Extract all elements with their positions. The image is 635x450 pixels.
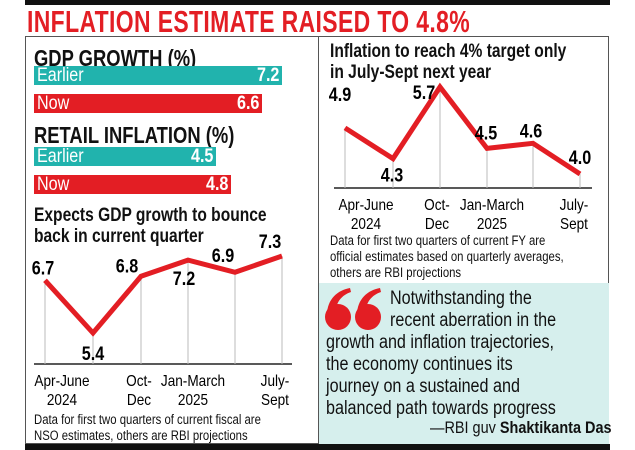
x-tick-label: Oct- <box>126 373 152 390</box>
x-tick-label: 2024 <box>351 216 381 233</box>
data-label: 5.4 <box>82 343 105 365</box>
data-label: 4.0 <box>569 147 592 169</box>
data-label: 4.5 <box>475 122 498 144</box>
data-label: 4.9 <box>329 84 352 106</box>
retail-inflation-heading: RETAIL INFLATION (%) <box>34 122 235 148</box>
bar-value: 7.2 <box>256 64 279 86</box>
title-line: back in current quarter <box>34 226 204 247</box>
data-label: 6.8 <box>116 255 139 277</box>
bar-value: 4.5 <box>190 145 213 167</box>
quote-attribution: —RBI guv Shaktikanta Das <box>430 418 612 438</box>
gdp-chart-title: Expects GDP growth to bounce back in cur… <box>34 205 267 247</box>
bottom-rule <box>25 444 610 450</box>
quote-line: Notwithstanding the <box>390 288 532 309</box>
data-label: 6.7 <box>32 257 55 279</box>
inflation-now-bar: Now 4.8 <box>34 173 231 195</box>
x-tick-label: 2025 <box>178 392 208 409</box>
title-line: Expects GDP growth to bounce <box>34 205 267 226</box>
gdp-earlier-bar: Earlier 7.2 <box>34 64 282 86</box>
data-label: 7.3 <box>259 231 282 253</box>
headline: INFLATION ESTIMATE RAISED TO 4.8% <box>27 4 471 39</box>
x-tick-label: Sept <box>261 392 290 409</box>
inflation-earlier-bar: Earlier 4.5 <box>34 145 216 167</box>
x-tick-label: 2025 <box>477 216 507 233</box>
x-tick-label: Jan-March <box>460 197 524 214</box>
x-tick-label: Apr-June <box>338 197 393 214</box>
data-label: 7.2 <box>173 268 196 290</box>
quote-mark-icon <box>325 288 381 330</box>
attribution-prefix: —RBI guv <box>430 418 496 437</box>
data-label: 5.7 <box>413 82 436 104</box>
column-divider <box>318 36 319 444</box>
series-line <box>343 82 582 177</box>
quote-line: balanced path towards progress <box>326 398 556 419</box>
x-tick-label: July- <box>560 197 589 214</box>
gdp-footnote: Data for first two quarters of current f… <box>34 412 261 444</box>
title-line: Inflation to reach 4% target only <box>330 41 567 62</box>
attribution-name: Shaktikanta Das <box>499 418 612 437</box>
x-tick-label: Apr-June <box>34 373 89 390</box>
data-label: 6.9 <box>212 245 235 267</box>
footnote-line: Data for first two quarters of current F… <box>330 233 546 248</box>
quote-line: the economy continues its <box>326 354 513 375</box>
bar-label: Earlier <box>37 145 84 167</box>
gdp-now-bar: Now 6.6 <box>34 92 262 114</box>
bar-value: 4.8 <box>205 173 228 195</box>
x-tick-label: Dec <box>425 216 450 233</box>
bar-label: Earlier <box>37 64 84 86</box>
bar-value: 6.6 <box>236 92 259 114</box>
footnote-line: NSO estimates, others are RBI projection… <box>34 428 248 443</box>
infographic-frame <box>25 36 609 444</box>
x-tick-label: July- <box>261 373 290 390</box>
x-tick-label: Dec <box>127 392 152 409</box>
gdp-line-chart: 6.7 5.4 6.8 7.2 6.9 7.3 Apr-June 2024 Oct- Dec Jan… <box>32 231 292 409</box>
data-label: 4.6 <box>520 120 543 142</box>
bar-label: Now <box>37 92 70 114</box>
x-tick-label: Jan-March <box>161 373 225 390</box>
inflation-line-chart: 4.9 4.3 5.7 4.5 4.6 4.0 Apr-June 2024 Oct- Dec Jan… <box>329 82 592 233</box>
quote-line: journey on a sustained and <box>326 376 520 397</box>
data-label: 4.3 <box>381 164 404 186</box>
x-tick-label: Oct- <box>424 197 450 214</box>
inflation-footnote: Data for first two quarters of current F… <box>330 233 564 281</box>
footnote-line: others are RBI projections <box>330 265 462 280</box>
x-tick-label: Sept <box>560 216 589 233</box>
bar-label: Now <box>37 173 70 195</box>
footnote-line: official estimates based on quarterly av… <box>330 249 564 264</box>
footnote-line: Data for first two quarters of current f… <box>34 412 261 427</box>
quote-line: recent aberration in the <box>390 310 557 331</box>
title-line: in July-Sept next year <box>330 62 492 83</box>
quote-line: growth and inflation trajectories, <box>326 332 555 353</box>
top-rule <box>25 0 610 5</box>
x-tick-label: 2024 <box>47 392 77 409</box>
inflation-chart-title: Inflation to reach 4% target only in Jul… <box>330 41 566 83</box>
series-line <box>43 253 283 337</box>
